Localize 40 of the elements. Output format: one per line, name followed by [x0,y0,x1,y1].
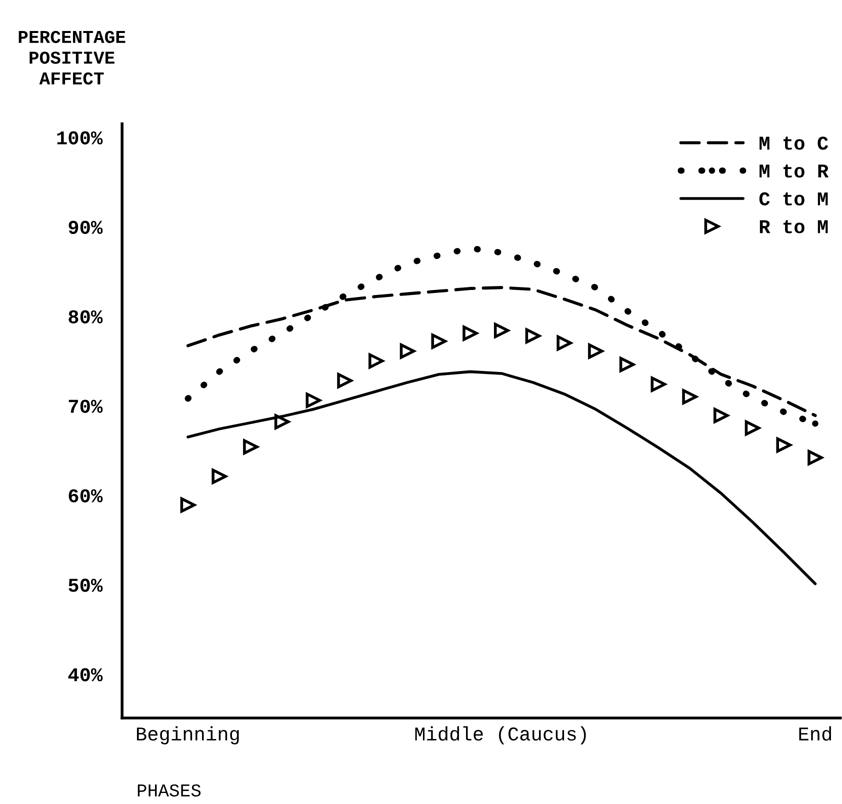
point [184,395,192,402]
point [494,322,510,338]
point [180,497,196,513]
point [431,334,446,349]
y-tick-label: 40% [68,668,103,682]
y-axis-title: PERCENTAGE POSITIVE AFFECT [18,30,126,85]
x-tick-label: Beginning [136,726,239,744]
point [744,420,760,436]
point [808,450,823,466]
point [682,389,698,404]
point [556,335,572,351]
point [525,328,541,344]
point [368,353,384,369]
y-tick-label: 80% [68,310,103,324]
point [619,356,635,372]
point [212,468,227,484]
point [400,343,416,359]
legend-label: R to M [760,220,828,234]
x-tick-label: End [799,726,832,741]
x-axis-title: PHASES [138,784,201,797]
legend-label: C to M [759,192,828,206]
line-series [186,370,817,586]
y-tick-label: 70% [68,400,103,413]
y-tick-label: 100% [57,131,103,144]
point [650,376,666,392]
point [713,408,729,424]
point [243,439,258,454]
y-tick-label: 60% [68,489,103,502]
y-tick-label: 50% [68,578,103,592]
point [274,414,290,430]
point [337,372,352,388]
legend-label: M to R [760,164,829,178]
point [462,326,478,341]
point [812,420,818,427]
y-tick-label: 90% [68,220,103,234]
point [776,437,792,453]
point [306,392,322,408]
x-tick-label: Middle (Caucus) [415,726,586,744]
legend-label: M to C [760,136,828,150]
point [588,343,604,359]
